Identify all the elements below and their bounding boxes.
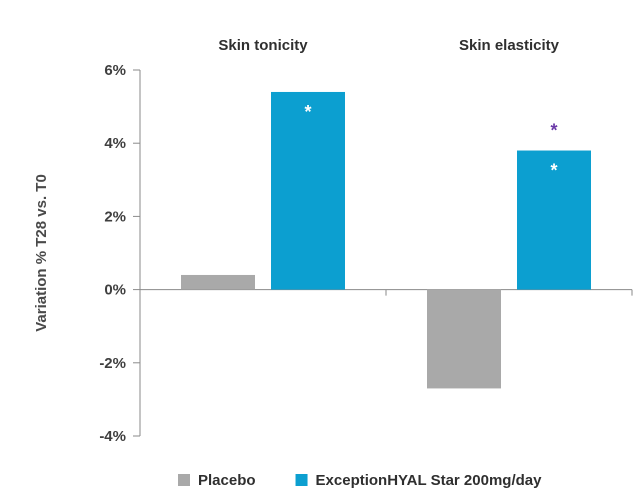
bar-exceptionhyal-star-200mg-day-skin-elasticity — [517, 150, 591, 290]
legend-label: Placebo — [198, 472, 256, 489]
category-label: Skin tonicity — [218, 37, 308, 54]
y-tick-label: -4% — [99, 428, 126, 445]
y-tick-label: 6% — [104, 62, 126, 79]
significance-star: * — [304, 102, 311, 122]
y-axis-title: Variation % T28 vs. T0 — [33, 174, 50, 332]
bar-placebo-skin-tonicity — [181, 274, 255, 290]
significance-star: * — [550, 161, 557, 181]
legend-swatch — [295, 474, 308, 486]
y-tick-label: 0% — [104, 282, 126, 299]
y-tick-label: 4% — [104, 135, 126, 152]
legend-label: ExceptionHYAL Star 200mg/day — [316, 472, 543, 489]
bar-placebo-skin-elasticity — [427, 289, 501, 389]
legend-swatch — [178, 474, 190, 486]
bar-exceptionhyal-star-200mg-day-skin-tonicity — [271, 91, 345, 290]
y-tick-label: 2% — [104, 208, 126, 225]
significance-star: * — [550, 121, 557, 141]
y-tick-label: -2% — [99, 355, 126, 372]
category-label: Skin elasticity — [459, 37, 560, 54]
